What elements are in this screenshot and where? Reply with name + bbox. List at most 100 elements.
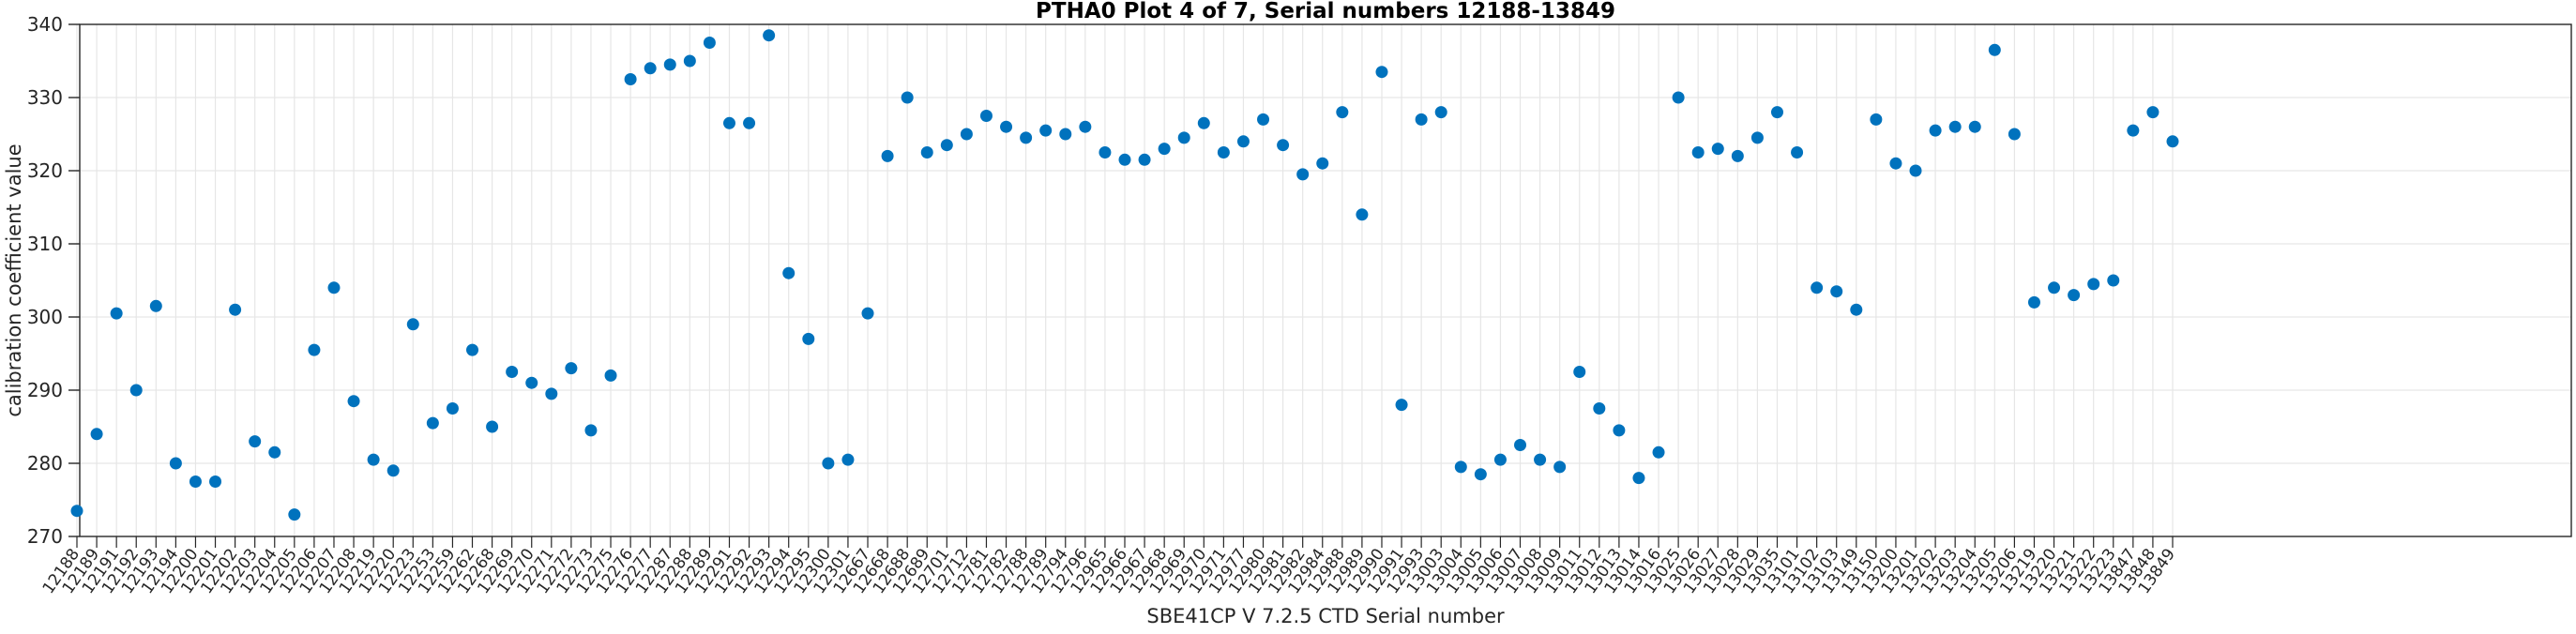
data-point <box>209 476 222 488</box>
data-point <box>2048 281 2061 294</box>
data-point <box>1415 113 1428 126</box>
data-point <box>268 445 281 459</box>
data-point <box>545 387 558 400</box>
data-point <box>189 476 202 488</box>
data-point <box>1750 131 1764 144</box>
data-point <box>1277 139 1290 152</box>
data-point <box>960 128 973 141</box>
data-point <box>743 116 756 129</box>
data-point <box>347 395 360 408</box>
data-point <box>1118 153 1131 166</box>
data-point <box>1514 439 1527 451</box>
data-point <box>1039 124 1053 137</box>
data-point <box>386 464 400 477</box>
axes <box>68 23 2572 548</box>
y-tick-label: 280 <box>27 452 63 475</box>
data-point <box>1553 460 1567 474</box>
data-point <box>229 303 242 316</box>
data-point <box>525 376 538 389</box>
data-point <box>367 453 380 466</box>
data-point <box>644 62 657 75</box>
data-point <box>624 73 637 85</box>
data-point <box>1870 113 1883 126</box>
data-point <box>2068 289 2081 302</box>
data-point <box>584 424 598 437</box>
data-point <box>327 281 341 294</box>
y-tick-label: 330 <box>27 86 63 109</box>
data-point <box>1395 399 1408 412</box>
data-point <box>506 366 519 378</box>
data-point <box>1474 468 1487 481</box>
y-tick-label: 270 <box>27 525 63 548</box>
data-point <box>1811 281 1824 294</box>
data-point <box>169 457 182 470</box>
data-point <box>2008 128 2021 141</box>
data-point <box>1336 106 1349 119</box>
data-point <box>1079 120 1092 133</box>
data-point <box>1316 157 1329 170</box>
data-point <box>249 435 262 448</box>
data-point <box>1830 285 1843 298</box>
data-point <box>1020 131 1033 144</box>
data-point <box>1197 116 1210 129</box>
data-point <box>683 54 696 68</box>
data-point <box>1356 208 1369 221</box>
data-point <box>2087 278 2100 291</box>
data-point <box>1099 146 1112 158</box>
data-point <box>129 384 143 397</box>
data-point <box>1791 146 1804 158</box>
data-point <box>2127 124 2140 137</box>
data-point <box>1158 143 1171 156</box>
data-point <box>1613 424 1626 437</box>
data-point <box>1296 168 1310 181</box>
data-point <box>2027 295 2040 309</box>
data-point <box>1968 120 1981 133</box>
gridlines <box>76 24 2571 536</box>
data-point <box>1731 149 1744 162</box>
data-point <box>1434 106 1447 119</box>
data-point <box>782 266 796 279</box>
data-point <box>2166 135 2179 148</box>
data-point <box>1672 91 1685 104</box>
data-point <box>901 91 914 104</box>
data-point <box>1177 131 1190 144</box>
data-point <box>90 428 103 441</box>
data-point <box>426 416 439 430</box>
data-point <box>149 299 162 312</box>
data-point <box>1948 120 1962 133</box>
plot-box <box>79 23 2572 537</box>
y-axis-label: calibration coefficient value <box>3 143 25 416</box>
data-point <box>110 307 123 320</box>
tick-labels: 2702802903003103203303401218812189121911… <box>27 13 2179 597</box>
data-point <box>1217 146 1230 158</box>
data-point <box>940 139 953 152</box>
data-point <box>1534 453 1547 466</box>
data-point <box>1770 106 1783 119</box>
data-point <box>486 420 499 433</box>
data-point <box>604 369 617 382</box>
data-point <box>288 508 301 521</box>
data-point <box>920 146 933 158</box>
data-point <box>802 332 815 345</box>
data-point <box>2146 106 2159 119</box>
data-point <box>1929 124 1942 137</box>
data-point <box>1711 143 1724 156</box>
data-point <box>861 307 874 320</box>
data-point <box>446 402 459 415</box>
data-point <box>1138 153 1151 166</box>
data-point <box>822 457 835 470</box>
y-tick-label: 310 <box>27 233 63 255</box>
data-point <box>1909 164 1922 177</box>
data-point <box>1375 66 1388 79</box>
data-point <box>1691 146 1705 158</box>
data-point <box>406 318 419 331</box>
data-point <box>663 58 676 71</box>
data-points <box>70 29 2179 521</box>
data-point <box>70 505 83 518</box>
y-tick-label: 320 <box>27 159 63 182</box>
data-point <box>722 116 735 129</box>
data-point <box>703 37 716 49</box>
data-point <box>466 343 479 356</box>
